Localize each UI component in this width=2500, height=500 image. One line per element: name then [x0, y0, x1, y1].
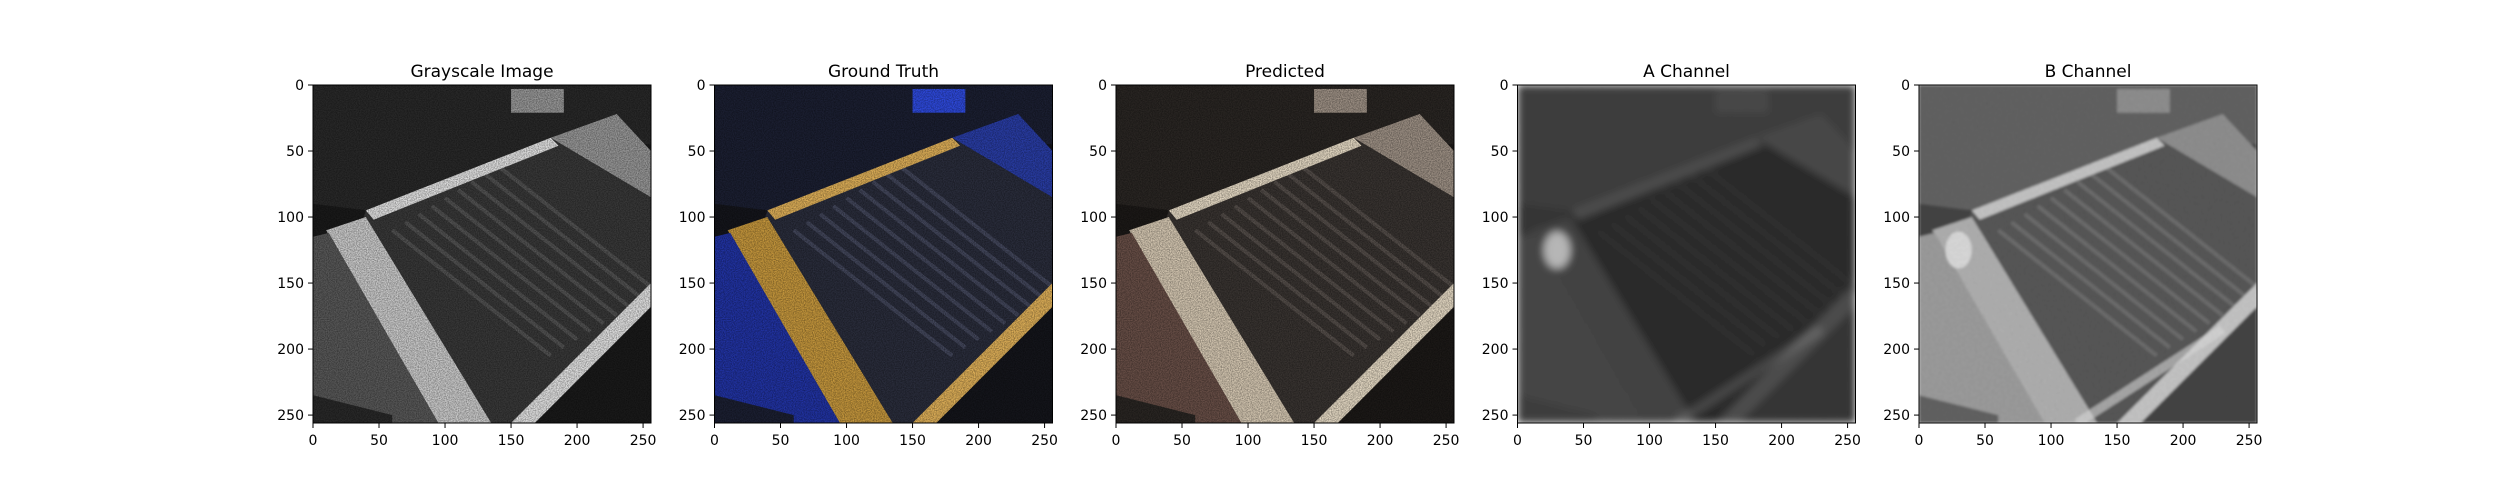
x-tick-label: 200 [1367, 433, 1394, 449]
x-tick-label: 50 [772, 433, 790, 449]
x-tick-label: 0 [710, 433, 719, 449]
y-tick-label: 250 [1080, 408, 1107, 424]
y-tick-label: 200 [277, 342, 304, 358]
axes-frame [1517, 84, 1856, 424]
x-tick-label: 100 [833, 433, 860, 449]
image-muted-color [1116, 85, 1454, 423]
y-tick-label: 0 [295, 78, 304, 94]
image-color [714, 85, 1053, 423]
x-tick-label: 100 [1636, 433, 1663, 449]
y-tick-label: 0 [697, 78, 706, 94]
panel-3: Predicted 0 50 100 150 200 250 0 50 100 150 200 250 [1080, 62, 1459, 449]
y-tick-label: 200 [1080, 342, 1107, 358]
crowd-texture [1517, 85, 1856, 423]
panel-title: B Channel [2045, 62, 2132, 82]
axes-frame [714, 84, 1053, 424]
x-tick-label: 150 [498, 433, 525, 449]
x-tick-label: 100 [432, 433, 459, 449]
y-tick-label: 50 [286, 144, 304, 160]
x-tick-label: 50 [1575, 433, 1593, 449]
panel-1: Grayscale Image 0 50 100 150 200 250 0 50 100 150 2… [277, 62, 656, 449]
x-tick-label: 100 [2038, 433, 2065, 449]
y-tick-label: 50 [1892, 144, 1910, 160]
x-tick-label: 250 [1433, 433, 1460, 449]
x-tick-label: 150 [1301, 433, 1328, 449]
y-tick-label: 200 [1482, 342, 1509, 358]
panel-title: A Channel [1643, 62, 1730, 82]
x-tick-label: 200 [965, 433, 992, 449]
panel-title: Predicted [1245, 62, 1325, 82]
y-tick-label: 0 [1901, 78, 1910, 94]
x-tick-label: 50 [1976, 433, 1994, 449]
y-tick-label: 100 [277, 210, 304, 226]
y-tick-label: 100 [679, 210, 706, 226]
x-tick-label: 50 [1173, 433, 1191, 449]
axes-frame [1115, 84, 1455, 424]
image-channel-dark [1517, 85, 1856, 423]
crowd-texture [313, 85, 651, 423]
x-tick-label: 200 [564, 433, 591, 449]
y-tick-label: 50 [1089, 144, 1107, 160]
y-tick-label: 50 [688, 144, 706, 160]
x-tick-label: 150 [1702, 433, 1729, 449]
panel-title: Grayscale Image [410, 62, 553, 82]
x-tick-label: 0 [1915, 433, 1924, 449]
y-tick-label: 250 [1482, 408, 1509, 424]
y-tick-label: 150 [1080, 276, 1107, 292]
axes-frame [1918, 84, 2258, 424]
y-tick-label: 250 [277, 408, 304, 424]
y-tick-label: 100 [1482, 210, 1509, 226]
y-tick-label: 200 [1883, 342, 1910, 358]
x-tick-label: 200 [1768, 433, 1795, 449]
panel-title: Ground Truth [828, 62, 939, 82]
image-grayscale [313, 85, 651, 423]
x-tick-label: 100 [1235, 433, 1262, 449]
crowd-texture [714, 85, 1053, 423]
y-tick-label: 100 [1883, 210, 1910, 226]
image-channel-light [1919, 85, 2257, 423]
y-tick-label: 250 [1883, 408, 1910, 424]
x-tick-label: 250 [1031, 433, 1058, 449]
x-tick-label: 200 [2170, 433, 2197, 449]
y-tick-label: 100 [1080, 210, 1107, 226]
y-tick-label: 150 [277, 276, 304, 292]
x-tick-label: 0 [1112, 433, 1121, 449]
y-tick-label: 0 [1500, 78, 1509, 94]
crowd-texture [1116, 85, 1454, 423]
x-tick-label: 0 [1513, 433, 1522, 449]
axes-frame [312, 84, 652, 424]
y-tick-label: 250 [679, 408, 706, 424]
y-tick-label: 150 [1883, 276, 1910, 292]
x-tick-label: 0 [309, 433, 318, 449]
y-tick-label: 150 [679, 276, 706, 292]
x-tick-label: 50 [370, 433, 388, 449]
y-tick-label: 50 [1491, 144, 1509, 160]
x-tick-label: 250 [630, 433, 657, 449]
x-tick-label: 150 [2104, 433, 2131, 449]
y-tick-label: 0 [1098, 78, 1107, 94]
panel-5: B Channel 0 50 100 150 200 250 0 50 100 150 200 250 [1883, 62, 2262, 449]
crowd-texture [1919, 85, 2257, 423]
y-tick-label: 200 [679, 342, 706, 358]
x-tick-label: 250 [1834, 433, 1861, 449]
x-tick-label: 150 [899, 433, 926, 449]
x-tick-label: 250 [2236, 433, 2263, 449]
y-tick-label: 150 [1482, 276, 1509, 292]
